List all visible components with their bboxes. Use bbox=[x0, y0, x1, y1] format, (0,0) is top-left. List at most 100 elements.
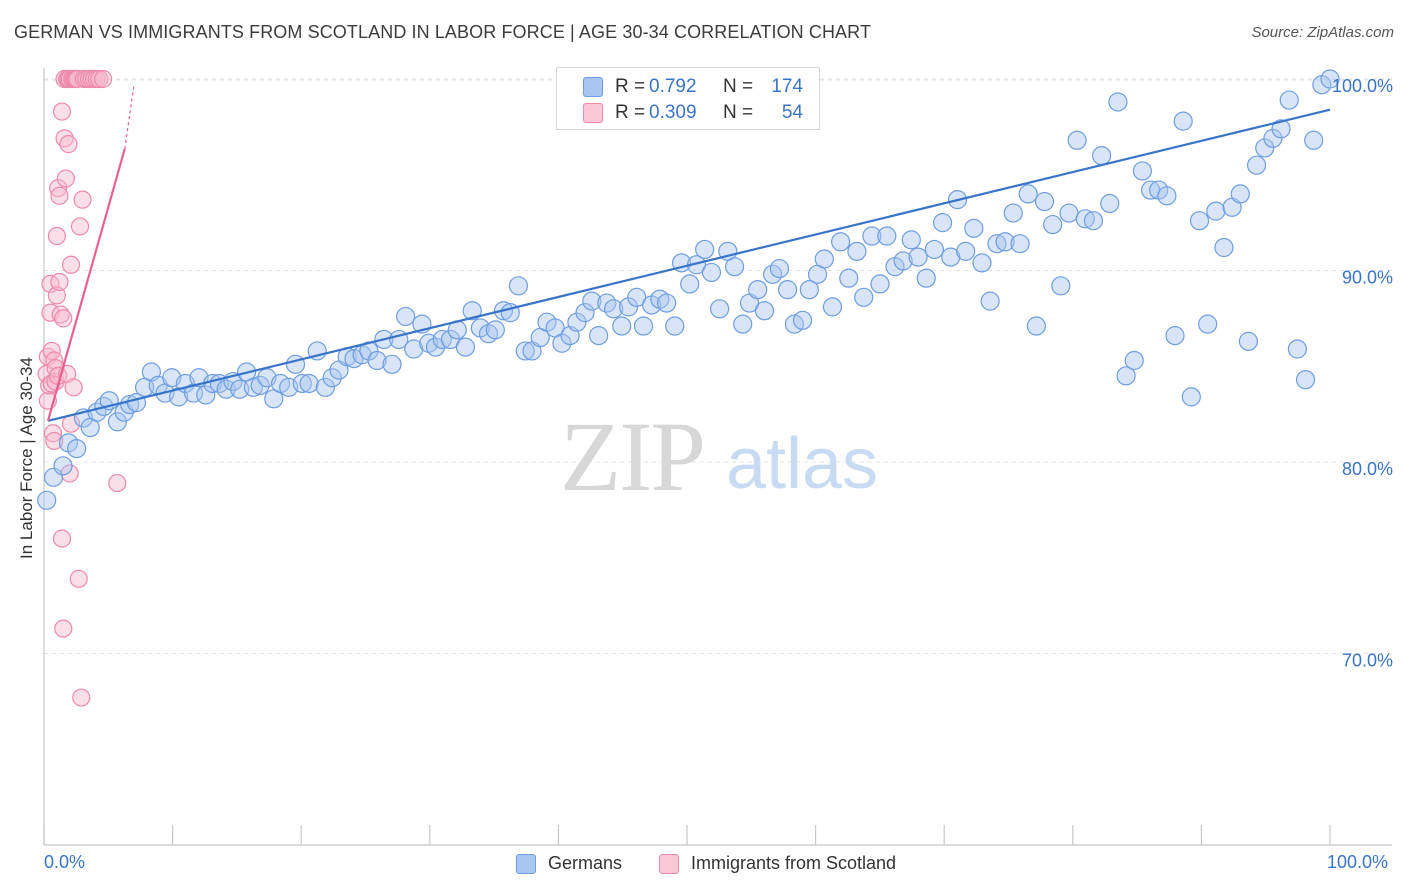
german-point bbox=[814, 249, 834, 269]
scotland-point bbox=[69, 569, 88, 588]
legend-r-value: 0.792 bbox=[649, 76, 697, 97]
x-tick-label-min: 0.0% bbox=[44, 852, 86, 872]
legend-swatch-blue bbox=[516, 854, 536, 874]
german-point bbox=[404, 339, 424, 359]
german-point bbox=[1034, 191, 1055, 212]
legend-swatch-pink bbox=[583, 103, 603, 123]
scotland-point bbox=[47, 226, 66, 246]
scotland-point bbox=[50, 272, 69, 292]
german-point bbox=[440, 329, 461, 350]
german-point bbox=[1246, 155, 1267, 175]
german-point bbox=[901, 230, 921, 250]
german-point bbox=[870, 274, 890, 294]
german-point bbox=[1206, 201, 1226, 221]
scotland-point bbox=[45, 431, 64, 451]
x-tick-label-max: 100.0% bbox=[1327, 852, 1389, 872]
legend-swatch-pink bbox=[659, 854, 679, 874]
scotland-point bbox=[47, 286, 66, 305]
german-point bbox=[893, 251, 913, 271]
stats-legend: R = 0.792 N = 174 R = 0.309 N = 54 bbox=[556, 67, 820, 130]
german-point bbox=[657, 293, 677, 313]
german-point bbox=[769, 258, 790, 279]
scotland-point bbox=[73, 190, 92, 209]
german-point bbox=[877, 226, 897, 246]
german-point bbox=[1279, 90, 1299, 110]
german-point bbox=[932, 213, 953, 233]
scotland-point bbox=[64, 378, 83, 397]
german-point bbox=[733, 314, 753, 334]
legend-r-label: R = bbox=[615, 102, 646, 123]
german-point bbox=[567, 312, 587, 332]
german-point bbox=[1263, 128, 1283, 148]
german-point bbox=[1189, 211, 1210, 231]
german-point bbox=[1116, 366, 1136, 386]
german-point bbox=[941, 247, 961, 267]
german-point bbox=[1043, 214, 1063, 235]
german-point bbox=[724, 257, 745, 277]
german-point bbox=[382, 354, 402, 374]
scotland-point bbox=[52, 102, 72, 121]
source-credit: Source: ZipAtlas.com bbox=[1251, 24, 1394, 41]
german-point bbox=[575, 303, 595, 323]
german-point bbox=[1003, 203, 1023, 223]
german-point bbox=[508, 276, 529, 296]
scotland-point bbox=[61, 255, 81, 274]
german-point bbox=[1230, 184, 1250, 204]
scotland-point bbox=[54, 619, 73, 638]
chart-title: GERMAN VS IMMIGRANTS FROM SCOTLAND IN LA… bbox=[14, 22, 872, 42]
germans-trendline bbox=[47, 108, 1331, 422]
german-point bbox=[196, 385, 216, 405]
german-point bbox=[183, 383, 204, 403]
legend-r-value: 0.309 bbox=[649, 102, 697, 123]
legend-r-label: R = bbox=[615, 76, 646, 97]
german-point bbox=[916, 268, 936, 288]
german-point bbox=[462, 301, 482, 321]
legend-n-label: N = bbox=[723, 102, 754, 123]
german-point bbox=[67, 438, 87, 459]
german-point bbox=[1295, 370, 1316, 390]
german-point bbox=[972, 253, 992, 273]
scotland-trendline-extension bbox=[124, 84, 135, 149]
german-point bbox=[847, 241, 867, 261]
trendlines bbox=[46, 84, 1331, 422]
german-point bbox=[432, 329, 452, 350]
german-point bbox=[710, 299, 730, 319]
german-point bbox=[603, 299, 624, 319]
german-point bbox=[53, 456, 73, 476]
legend-n-label: N = bbox=[723, 76, 754, 97]
scotland-point bbox=[45, 351, 64, 370]
scotland-point bbox=[52, 529, 72, 548]
german-point bbox=[1067, 130, 1087, 150]
german-point bbox=[831, 232, 851, 252]
german-point bbox=[680, 274, 700, 294]
german-point bbox=[633, 316, 654, 336]
german-point bbox=[956, 241, 976, 261]
watermark-atlas: atlas bbox=[726, 424, 878, 504]
german-point bbox=[515, 341, 535, 361]
german-point bbox=[1092, 146, 1112, 166]
german-point bbox=[987, 234, 1007, 254]
y-tick-labels: 70.0% 80.0% 90.0% 100.0% bbox=[1332, 76, 1393, 671]
german-point bbox=[243, 377, 263, 397]
german-point bbox=[839, 268, 859, 288]
german-point bbox=[1238, 331, 1259, 351]
german-point bbox=[1214, 237, 1234, 258]
german-point bbox=[701, 262, 722, 283]
german-point bbox=[777, 280, 798, 300]
watermark: ZIP atlas bbox=[560, 401, 878, 512]
watermark-zip: ZIP bbox=[560, 401, 704, 512]
german-point bbox=[292, 373, 312, 394]
german-point bbox=[107, 412, 128, 432]
german-point bbox=[216, 379, 236, 399]
german-point bbox=[980, 291, 1000, 311]
german-point bbox=[485, 320, 505, 340]
german-point bbox=[299, 373, 319, 394]
german-point bbox=[1255, 138, 1275, 158]
german-point bbox=[1165, 326, 1185, 346]
german-point bbox=[1083, 211, 1104, 231]
german-point bbox=[1287, 339, 1307, 359]
german-point bbox=[582, 291, 602, 311]
scotland-point bbox=[72, 688, 91, 707]
german-point bbox=[1026, 316, 1046, 336]
german-point bbox=[1051, 276, 1071, 296]
